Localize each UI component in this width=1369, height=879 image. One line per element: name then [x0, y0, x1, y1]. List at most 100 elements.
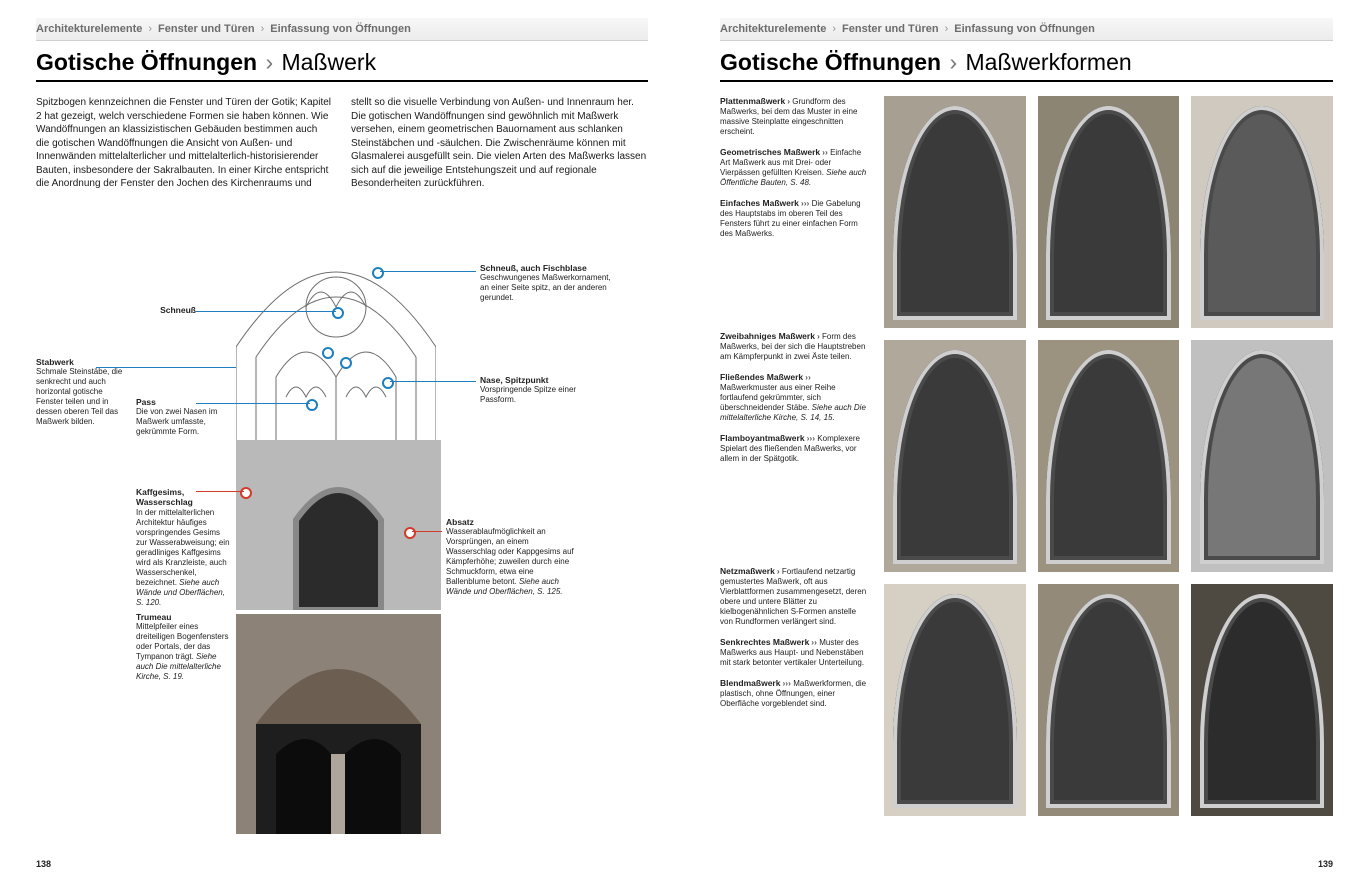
term-title: Senkrechtes Maßwerk	[720, 637, 809, 647]
callout-absatz: Absatz Wasserablaufmöglichkeit an Vorspr…	[446, 517, 576, 598]
terms-column: Plattenmaßwerk› Grundform des Maßwerks, …	[720, 96, 870, 816]
callout-title: Stabwerk	[36, 357, 132, 368]
callout-title: Pass	[136, 397, 232, 408]
callout-kaffgesims: Kaffgesims, Wasserschlag In der mittelal…	[136, 487, 232, 608]
plattenmaßwerk-photo	[884, 96, 1026, 328]
tracery-drawing	[236, 227, 436, 457]
callout-title: Kaffgesims, Wasserschlag	[136, 487, 232, 508]
zweibahniges-maßwerk-photo	[884, 340, 1026, 572]
senkrechtes-maßwerk-photo	[1038, 584, 1180, 816]
leader-line	[380, 271, 476, 272]
callout-dot	[372, 267, 384, 279]
arrow-icon: ›››	[807, 433, 816, 443]
arrow-icon: ›	[817, 331, 820, 341]
arrow-icon: ›››	[801, 198, 810, 208]
term-title: Netzmaßwerk	[720, 566, 775, 576]
arrow-icon: ››	[805, 372, 811, 382]
title-bold: Gotische Öffnungen	[720, 49, 941, 75]
title-bold: Gotische Öffnungen	[36, 49, 257, 75]
term-netzmaßwerk: Netzmaßwerk› Fortlaufend netzartig gemus…	[720, 566, 870, 627]
einfaches-maßwerk-photo	[1191, 96, 1333, 328]
term-senkrechtes-maßwerk: Senkrechtes Maßwerk›› Muster des Maßwerk…	[720, 637, 870, 668]
term-title: Einfaches Maßwerk	[720, 198, 799, 208]
callout-title: Schneuß	[136, 305, 196, 316]
callout-title: Absatz	[446, 517, 576, 528]
breadcrumb-chevron-icon: ›	[148, 23, 152, 35]
term-einfaches-maßwerk: Einfaches Maßwerk››› Die Gabelung des Ha…	[720, 198, 870, 239]
term-fließendes-maßwerk: Fließendes Maßwerk›› Maßwerkmuster aus e…	[720, 372, 870, 423]
callout-stabwerk: Stabwerk Schmale Steinstäbe, die senkrec…	[36, 357, 132, 428]
arrow-icon: ›	[777, 566, 780, 576]
callout-dot	[382, 377, 394, 389]
callout-text: Die von zwei Nasen im Maß­werk umfasste,…	[136, 407, 217, 436]
fließendes-maßwerk-photo	[1038, 340, 1180, 572]
title-rule	[36, 80, 648, 82]
intro-text: Spitzbogen kennzeichnen die Fenster und …	[36, 96, 648, 191]
breadcrumb-l3: Einfassung von Öffnungen	[270, 23, 411, 35]
callout-trumeau: Trumeau Mittelpfeiler eines dreiteiligen…	[136, 612, 232, 683]
callout-text: In der mittelalterlichen Architektur häu…	[136, 508, 230, 587]
callout-title: Schneuß, auch Fischblase	[480, 263, 620, 274]
term-title: Zweibahniges Maßwerk	[720, 331, 815, 341]
leader-line	[196, 311, 336, 312]
breadcrumb-l1: Architekturelemente	[36, 23, 142, 35]
title-rule	[720, 80, 1333, 82]
breadcrumb-chevron-icon: ›	[261, 23, 265, 35]
title-chevron-icon: ›	[265, 49, 273, 75]
callout-title: Nase, Spitzpunkt	[480, 375, 610, 386]
term-group-row3: Netzmaßwerk› Fortlaufend netzartig gemus…	[720, 566, 870, 791]
breadcrumb-l1: Architekturelemente	[720, 23, 826, 35]
callout-text: Vorspringende Spitze einer Passform.	[480, 385, 576, 404]
term-group-row1: Plattenmaßwerk› Grundform des Maßwerks, …	[720, 96, 870, 321]
page-right: Architekturelemente › Fenster und Türen …	[684, 0, 1369, 879]
kaffgesims-photo	[236, 440, 441, 610]
right-body: Plattenmaßwerk› Grundform des Maßwerks, …	[720, 96, 1333, 816]
term-zweibahniges-maßwerk: Zweibahniges Maßwerk› Form des Maßwerks,…	[720, 331, 870, 362]
blendmaßwerk-photo	[1191, 584, 1333, 816]
breadcrumb-l2: Fenster und Türen	[842, 23, 939, 35]
callout-schneuss-fischblase: Schneuß, auch Fischblase Geschwungenes M…	[480, 263, 620, 304]
term-title: Plattenmaßwerk	[720, 96, 785, 106]
term-plattenmaßwerk: Plattenmaßwerk› Grundform des Maßwerks, …	[720, 96, 870, 137]
arrow-icon: ››	[822, 147, 828, 157]
breadcrumb: Architekturelemente › Fenster und Türen …	[36, 18, 648, 41]
breadcrumb: Architekturelemente › Fenster und Türen …	[720, 18, 1333, 41]
breadcrumb-l3: Einfassung von Öffnungen	[954, 23, 1095, 35]
arrow-icon: ››	[811, 637, 817, 647]
leader-line	[390, 381, 476, 382]
page-number: 139	[1318, 859, 1333, 869]
callout-text: Schmale Steinstäbe, die senkrecht und au…	[36, 367, 122, 426]
callout-dot	[306, 399, 318, 411]
term-flamboyantmaßwerk: Flamboyantmaßwerk››› Komplexere Spielart…	[720, 433, 870, 464]
title-light: Maßwerkformen	[966, 49, 1132, 75]
callout-dot	[340, 357, 352, 369]
term-title: Flamboyantmaßwerk	[720, 433, 805, 443]
callout-title: Trumeau	[136, 612, 232, 623]
breadcrumb-chevron-icon: ›	[832, 23, 836, 35]
breadcrumb-l2: Fenster und Türen	[158, 23, 255, 35]
geometrisches-maßwerk-photo	[1038, 96, 1180, 328]
callout-dot	[240, 487, 252, 499]
diagram-area: Schneuß, auch Fischblase Geschwungenes M…	[36, 207, 648, 847]
page-left: Architekturelemente › Fenster und Türen …	[0, 0, 684, 879]
callout-dot	[322, 347, 334, 359]
callout-pass: Pass Die von zwei Nasen im Maß­werk umfa…	[136, 397, 232, 438]
photo-grid	[884, 96, 1333, 816]
page-title: Gotische Öffnungen › Maßwerk	[36, 49, 648, 76]
term-title: Fließendes Maßwerk	[720, 372, 803, 382]
flamboyantmaßwerk-photo	[1191, 340, 1333, 572]
term-group-row2: Zweibahniges Maßwerk› Form des Maßwerks,…	[720, 331, 870, 556]
callout-nase: Nase, Spitzpunkt Vorspringende Spitze ei…	[480, 375, 610, 406]
callout-schneuss: Schneuß	[136, 305, 196, 316]
callout-dot	[404, 527, 416, 539]
term-blendmaßwerk: Blendmaßwerk››› Maßwerkformen, die plast…	[720, 678, 870, 709]
trumeau-photo	[236, 614, 441, 834]
callout-dot	[332, 307, 344, 319]
callout-text: Geschwungenes Maßwerk­ornament, an einer…	[480, 273, 611, 302]
book-spread: Architekturelemente › Fenster und Türen …	[0, 0, 1369, 879]
term-geometrisches-maßwerk: Geometrisches Maßwerk›› Einfache Art Maß…	[720, 147, 870, 188]
page-title: Gotische Öffnungen › Maßwerkformen	[720, 49, 1333, 76]
breadcrumb-chevron-icon: ›	[945, 23, 949, 35]
page-number: 138	[36, 859, 51, 869]
term-title: Geometrisches Maßwerk	[720, 147, 820, 157]
